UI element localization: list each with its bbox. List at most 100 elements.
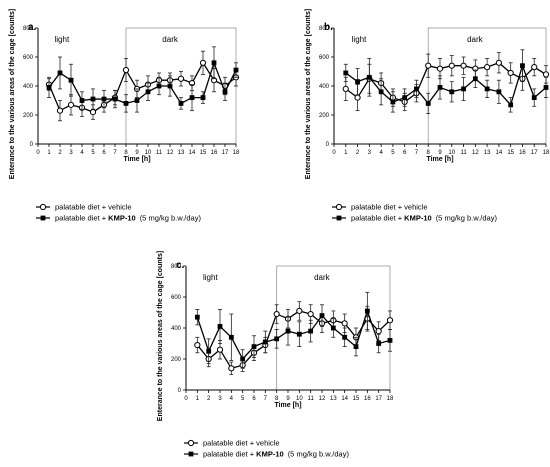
legend-kmp-prefix: palatable diet + bbox=[203, 450, 256, 459]
legend-marker-vehicle bbox=[187, 439, 195, 447]
panel-label: a. bbox=[28, 22, 37, 33]
data-point bbox=[425, 62, 432, 69]
x-tick-label: 13 bbox=[484, 150, 491, 156]
data-point bbox=[56, 107, 64, 114]
data-point bbox=[378, 89, 384, 95]
legend-marker-kmp bbox=[336, 215, 342, 221]
x-tick-label: 16 bbox=[211, 150, 218, 156]
x-tick-label: 17 bbox=[531, 150, 538, 156]
data-point bbox=[484, 86, 490, 92]
region-dark-label: dark bbox=[467, 35, 484, 44]
x-tick-label: 0 bbox=[332, 150, 336, 156]
legend-kmp-dose: (5 mg/kg b.w./day) bbox=[436, 214, 498, 223]
x-tick-label: 2 bbox=[58, 150, 62, 156]
data-point bbox=[425, 101, 431, 106]
legend-kmp-prefix: palatable diet + bbox=[55, 214, 108, 223]
legend-label-kmp: palatable diet + KMP-10 (5 mg/kg b.w./day… bbox=[351, 214, 497, 223]
x-tick-label: 9 bbox=[438, 150, 442, 156]
legend-label-vehicle: palatable diet + vehicle bbox=[55, 203, 132, 212]
data-point bbox=[177, 75, 185, 82]
series-vehicle bbox=[45, 50, 240, 122]
data-point bbox=[386, 317, 394, 324]
legend-kmp-dose: (5 mg/kg b.w./day) bbox=[288, 450, 350, 459]
x-tick-label: 0 bbox=[36, 150, 40, 156]
x-tick-label: 9 bbox=[286, 396, 290, 402]
x-tick-label: 1 bbox=[196, 396, 200, 402]
data-point bbox=[375, 328, 382, 335]
legend: palatable diet + vehicle palatable diet +… bbox=[36, 203, 201, 223]
data-point bbox=[222, 89, 228, 95]
series-vehicle bbox=[194, 301, 394, 375]
x-tick-label: 12 bbox=[167, 150, 174, 156]
x-tick-label: 16 bbox=[519, 150, 526, 156]
data-point bbox=[134, 98, 140, 103]
data-point bbox=[89, 109, 97, 116]
y-axis-label: Enterance to the various areas of the ca… bbox=[305, 9, 312, 179]
data-point bbox=[167, 83, 173, 89]
y-tick-label: 0 bbox=[326, 142, 330, 148]
region-dark-label: dark bbox=[314, 273, 331, 282]
x-tick-label: 2 bbox=[356, 150, 360, 156]
data-point bbox=[228, 334, 234, 340]
x-tick-label: 15 bbox=[353, 396, 360, 402]
legend-label-kmp: palatable diet + KMP-10 (5 mg/kg b.w./day… bbox=[55, 214, 201, 223]
x-tick-label: 11 bbox=[460, 150, 467, 156]
data-point bbox=[342, 334, 348, 340]
panel-label: c. bbox=[176, 260, 185, 271]
x-tick-label: 3 bbox=[368, 150, 372, 156]
y-tick-label: 600 bbox=[171, 295, 182, 301]
region-dark-label: dark bbox=[162, 35, 179, 44]
x-tick-label: 4 bbox=[230, 396, 234, 402]
data-point bbox=[543, 85, 549, 90]
legend: palatable diet + vehicle palatable diet +… bbox=[332, 203, 497, 223]
data-point bbox=[343, 70, 349, 76]
x-tick-label: 3 bbox=[218, 396, 222, 402]
x-tick-label: 17 bbox=[222, 150, 229, 156]
data-point bbox=[156, 83, 162, 89]
x-tick-label: 7 bbox=[415, 150, 419, 156]
x-tick-label: 1 bbox=[47, 150, 51, 156]
x-tick-label: 15 bbox=[507, 150, 514, 156]
data-point bbox=[366, 74, 372, 80]
legend-label-vehicle: palatable diet + vehicle bbox=[203, 439, 280, 448]
data-point bbox=[376, 341, 382, 346]
data-point bbox=[296, 307, 303, 315]
series-line bbox=[48, 60, 237, 105]
x-tick-label: 17 bbox=[375, 396, 382, 402]
legend-label-kmp: palatable diet + KMP-10 (5 mg/kg b.w./day… bbox=[203, 450, 349, 459]
series-kmp bbox=[46, 46, 239, 113]
data-point bbox=[178, 101, 184, 106]
data-point bbox=[402, 95, 408, 100]
data-point bbox=[240, 356, 246, 362]
y-tick-label: 400 bbox=[171, 326, 182, 332]
y-axis-label: Enterance to the various areas of the ca… bbox=[9, 9, 16, 179]
x-tick-label: 5 bbox=[91, 150, 95, 156]
data-point bbox=[90, 96, 96, 102]
data-point bbox=[460, 62, 467, 69]
data-point bbox=[341, 320, 348, 327]
data-point bbox=[355, 79, 360, 85]
data-point bbox=[472, 76, 478, 82]
data-point bbox=[46, 85, 52, 90]
data-point bbox=[199, 59, 207, 66]
x-tick-label: 1 bbox=[344, 150, 348, 156]
legend-kmp-prefix: palatable diet + bbox=[351, 214, 404, 223]
legend-marker-kmp bbox=[40, 215, 46, 221]
data-point bbox=[542, 71, 550, 78]
data-point bbox=[520, 63, 525, 69]
x-tick-label: 15 bbox=[200, 150, 207, 156]
data-point bbox=[57, 70, 63, 76]
data-point bbox=[189, 95, 195, 100]
x-axis-label: Time [h] bbox=[426, 156, 453, 163]
y-tick-label: 200 bbox=[171, 357, 182, 363]
data-point bbox=[307, 310, 314, 318]
data-point bbox=[319, 313, 325, 318]
data-point bbox=[531, 64, 538, 71]
x-tick-label: 5 bbox=[241, 396, 245, 402]
data-point bbox=[217, 324, 223, 329]
legend-kmp-drug: KMP-10 bbox=[256, 450, 284, 459]
data-point bbox=[123, 101, 129, 106]
